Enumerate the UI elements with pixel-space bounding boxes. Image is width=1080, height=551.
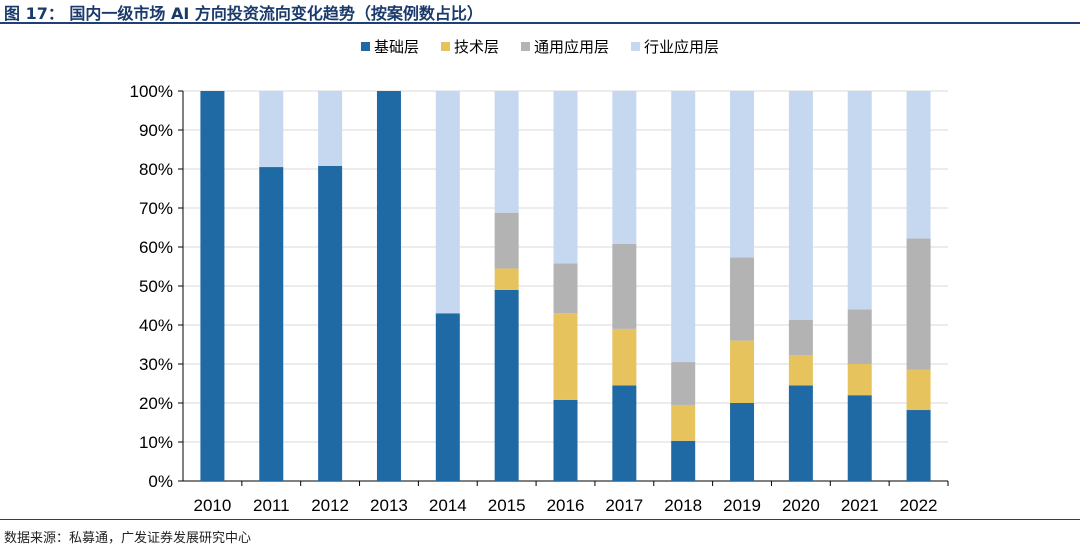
legend-item-general-app: 通用应用层 (521, 36, 609, 57)
bar-segment (730, 340, 755, 403)
legend-label-base: 基础层 (373, 38, 419, 56)
bar-segment (671, 404, 696, 441)
y-tick-label: 30% (139, 355, 173, 374)
y-tick-label: 90% (139, 121, 173, 140)
bar-segment (318, 91, 343, 166)
legend-label-general-app: 通用应用层 (534, 38, 610, 56)
x-tick-label: 2010 (194, 496, 232, 515)
legend-label-tech: 技术层 (453, 38, 499, 56)
x-tick-label: 2017 (605, 496, 643, 515)
legend-swatch-general-app (521, 42, 530, 51)
bar-segment (847, 91, 872, 310)
bar-segment (730, 91, 755, 258)
x-tick-label: 2022 (900, 496, 938, 515)
bar-segment (612, 385, 637, 481)
legend-swatch-tech (440, 42, 450, 51)
x-tick-label: 2014 (429, 496, 467, 515)
bar-segment (494, 91, 519, 213)
legend-item-tech: 技术层 (440, 36, 499, 57)
title-divider (0, 22, 1080, 24)
bar-segment (553, 313, 578, 400)
bar-segment (906, 238, 931, 370)
x-tick-label: 2011 (253, 496, 290, 515)
bar-segment (259, 167, 284, 482)
bar-segment (376, 91, 401, 481)
bar-segment (788, 319, 813, 356)
bar-segment (318, 165, 343, 481)
bar-segment (435, 91, 460, 314)
bar-segment (612, 328, 637, 386)
bar-segment (494, 289, 519, 481)
chart-legend: 基础层 技术层 通用应用层 行业应用层 (0, 36, 1080, 57)
bar-segment (553, 399, 578, 481)
y-tick-label: 100% (130, 82, 173, 101)
bar-segment (494, 212, 519, 269)
bar-segment (553, 263, 578, 314)
bar-segment (612, 243, 637, 329)
bar-segment (847, 309, 872, 364)
bar-segment (788, 91, 813, 320)
bar-segment (435, 313, 460, 481)
y-tick-label: 50% (139, 277, 173, 296)
source-note: 数据来源：私募通，广发证券发展研究中心 (4, 531, 252, 546)
x-tick-label: 2020 (782, 496, 820, 515)
bar-segment (906, 410, 931, 481)
x-tick-label: 2016 (547, 496, 585, 515)
legend-swatch-industry-app (631, 42, 641, 51)
x-tick-label: 2012 (311, 496, 349, 515)
x-tick-label: 2019 (723, 496, 761, 515)
bar-segment (788, 385, 813, 481)
x-tick-label: 2021 (841, 496, 879, 515)
y-tick-label: 40% (139, 316, 173, 335)
legend-swatch-base (360, 42, 370, 51)
stacked-bar-chart: 0% 10% 20% 30% 40% 50% 60% 70% 80% 90% 100% 2010 201… (130, 82, 949, 515)
x-tick-label: 2013 (370, 496, 408, 515)
bar-segment (671, 440, 696, 481)
bar-segment (788, 355, 813, 386)
legend-item-base: 基础层 (360, 36, 419, 57)
bar-segment (671, 91, 696, 363)
y-tick-label: 80% (139, 160, 173, 179)
bar-segment (906, 369, 931, 411)
bar-segment (612, 91, 637, 244)
y-tick-label: 70% (139, 199, 173, 218)
y-tick-label: 20% (139, 394, 173, 413)
bar-segment (847, 395, 872, 481)
bar-segment (730, 257, 755, 341)
bar-segment (671, 362, 696, 405)
legend-item-industry-app: 行业应用层 (631, 36, 719, 57)
bar-segment (906, 91, 931, 239)
y-tick-label: 10% (139, 433, 173, 452)
x-tick-label: 2018 (664, 496, 702, 515)
x-tick-label: 2015 (488, 496, 526, 515)
source-divider (0, 519, 1080, 520)
figure-title: 图 17： 国内一级市场 AI 方向投资流向变化趋势（按案例数占比） (4, 4, 483, 23)
bar-segment (259, 91, 284, 168)
bar-segment (494, 268, 519, 290)
bar-segment (200, 91, 225, 481)
y-tick-label: 60% (139, 238, 173, 257)
bar-segment (730, 403, 755, 481)
y-tick-label: 0% (148, 472, 173, 491)
bar-segment (553, 91, 578, 264)
legend-label-industry-app: 行业应用层 (644, 38, 720, 56)
bar-segment (847, 364, 872, 396)
